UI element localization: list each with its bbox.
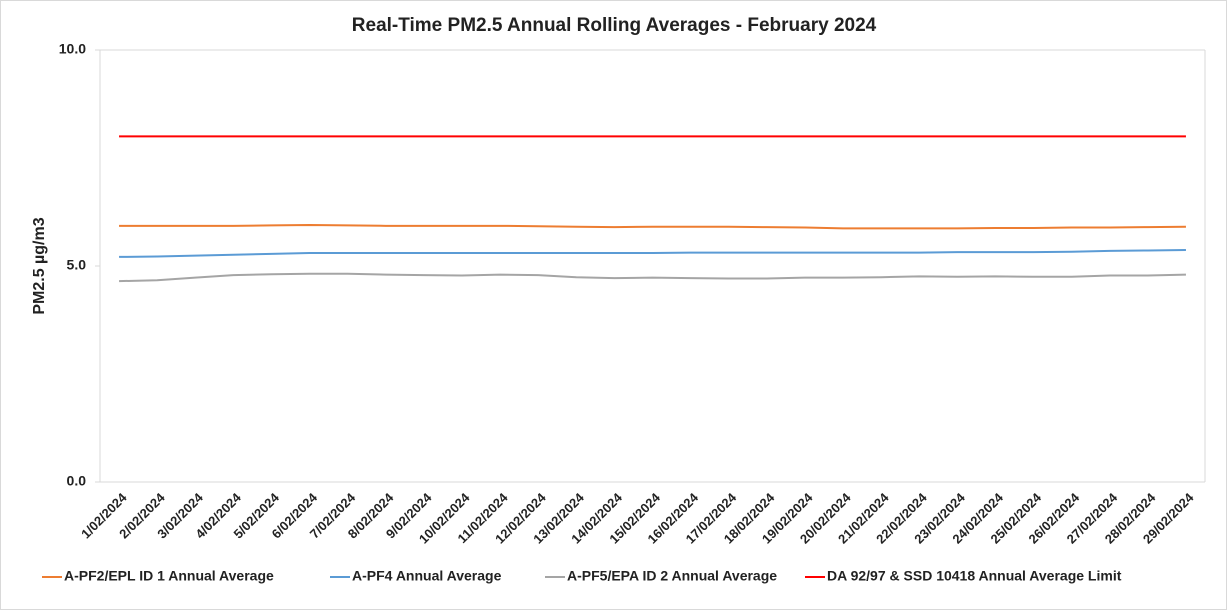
chart-title: Real-Time PM2.5 Annual Rolling Averages … (352, 15, 877, 36)
y-tick-label: 5.0 (67, 257, 87, 273)
legend-label: A-PF5/EPA ID 2 Annual Average (567, 568, 777, 584)
legend-label: A-PF2/EPL ID 1 Annual Average (64, 568, 274, 584)
y-tick-label: 10.0 (59, 41, 86, 57)
y-tick-label: 0.0 (67, 473, 87, 489)
line-series (119, 223, 1186, 230)
y-axis-label: PM2.5 µg/m3 (31, 217, 48, 314)
line-series (119, 272, 1186, 283)
line-series (119, 249, 1186, 258)
legend-label: A-PF4 Annual Average (352, 568, 502, 584)
legend-label: DA 92/97 & SSD 10418 Annual Average Limi… (827, 568, 1122, 584)
